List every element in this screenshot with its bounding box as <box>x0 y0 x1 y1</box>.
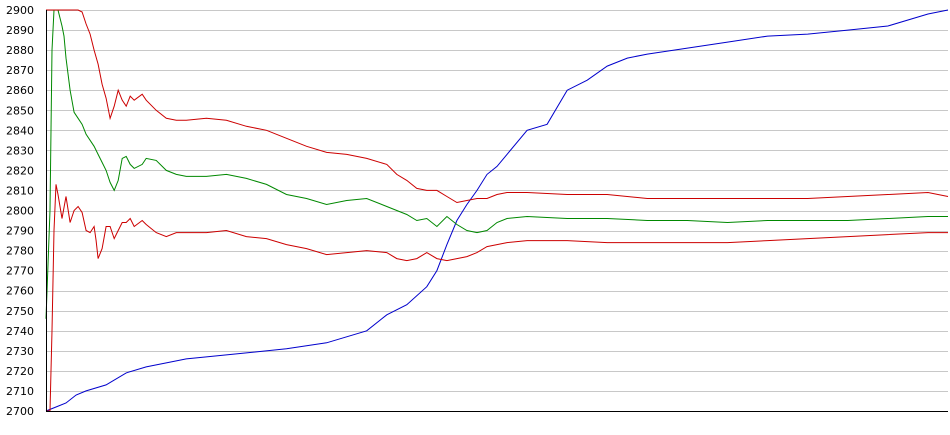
grid-layer <box>46 10 948 412</box>
y-tick-label: 2860 <box>6 84 34 97</box>
series-line-2 <box>45 9 948 319</box>
y-tick-label: 2900 <box>6 4 34 17</box>
y-tick-label: 2770 <box>6 265 34 278</box>
series-line-1 <box>45 9 949 412</box>
y-tick-label: 2750 <box>6 305 34 318</box>
y-tick-label: 2720 <box>6 365 34 378</box>
y-tick-label: 2820 <box>6 164 34 177</box>
series-line-4 <box>46 184 948 412</box>
y-tick-label: 2730 <box>6 345 34 358</box>
y-tick-label: 2830 <box>6 144 34 157</box>
y-tick-label: 2890 <box>6 24 34 37</box>
y-tick-label: 2780 <box>6 245 34 258</box>
y-tick-label: 2870 <box>6 64 34 77</box>
y-tick-label: 2880 <box>6 44 34 57</box>
y-tick-label: 2760 <box>6 285 34 298</box>
series-line-3 <box>46 9 949 204</box>
y-tick-label: 2810 <box>6 184 34 197</box>
y-tick-label: 2740 <box>6 325 34 338</box>
y-tick-label: 2800 <box>6 205 34 218</box>
axis-layer <box>46 10 948 412</box>
y-tick-label: 2710 <box>6 385 34 398</box>
series-layer <box>45 9 949 412</box>
y-tick-label: 2850 <box>6 104 34 117</box>
y-tick-label: 2790 <box>6 225 34 238</box>
y-axis-ticks: 2700 2710 2720 2730 2740 2750 2760 2770 2780 2790… <box>6 4 34 418</box>
y-tick-label: 2840 <box>6 124 34 137</box>
y-tick-label: 2700 <box>6 405 34 418</box>
